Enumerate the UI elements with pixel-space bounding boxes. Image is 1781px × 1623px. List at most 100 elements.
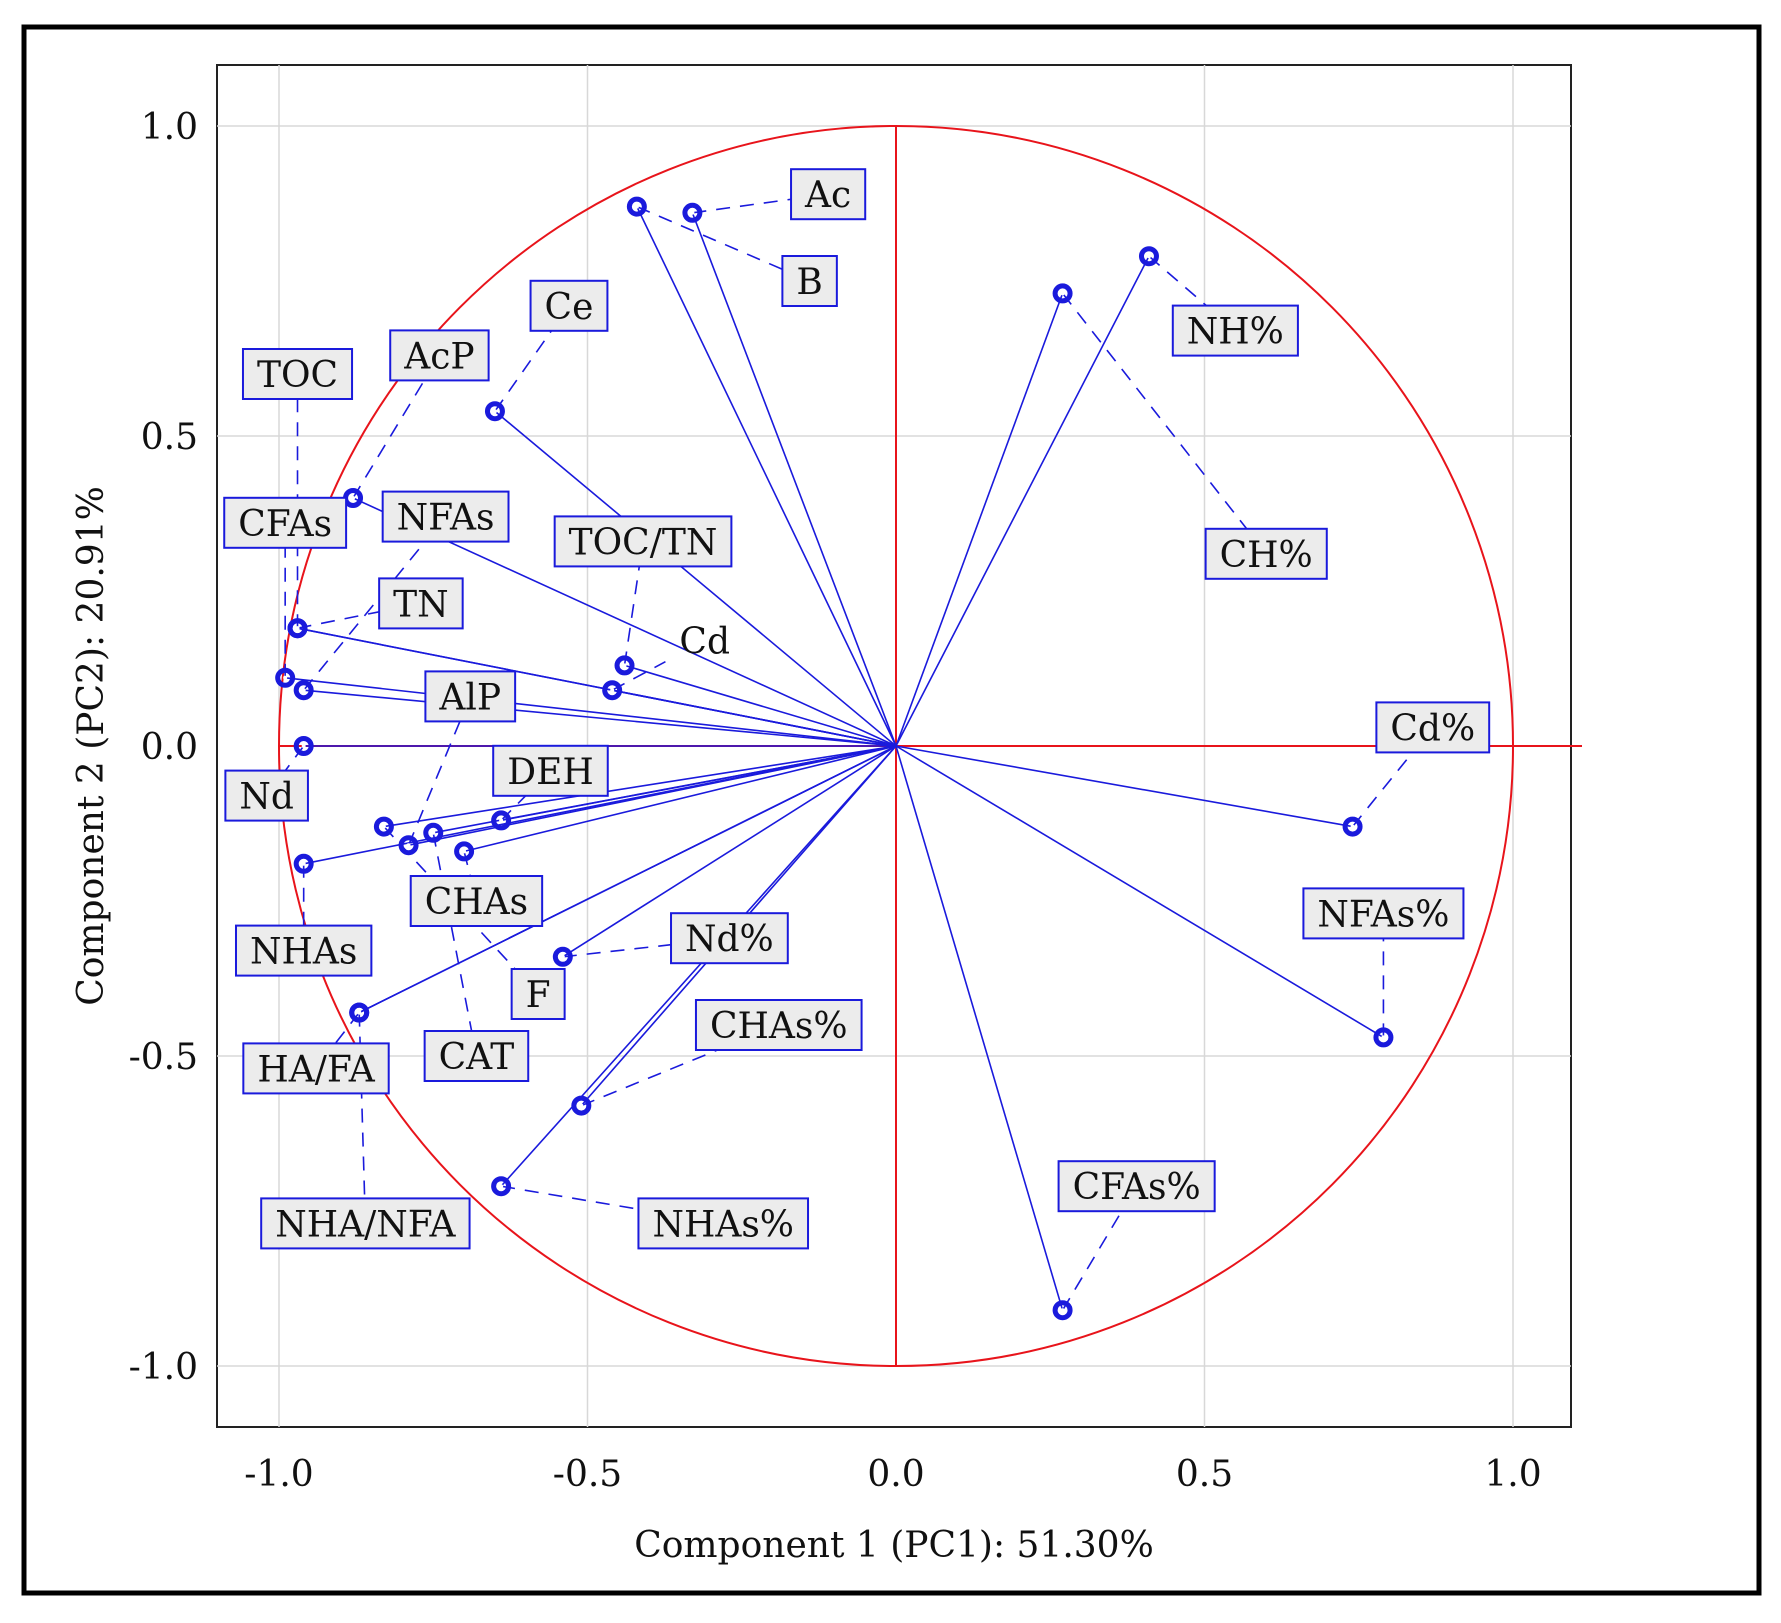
loading-point-center-nha-nfa (357, 1010, 362, 1015)
loading-point-chas (454, 841, 475, 862)
loading-point-center-nhas-pct (499, 1184, 504, 1189)
label-box-cat (423, 1030, 530, 1082)
label-box-nfas (381, 490, 510, 543)
loading-point-f (373, 816, 394, 837)
loading-vector-nfas (303, 689, 897, 747)
label-box-deh (492, 744, 609, 797)
loading-point-center-alp (406, 843, 411, 848)
label-box-cd-pct (1375, 701, 1491, 754)
loading-vector-ac (691, 212, 897, 747)
x-tick-label: 1.0 (1484, 1454, 1541, 1495)
loading-point-nhas (293, 853, 314, 874)
x-tick-label: -1.0 (244, 1454, 313, 1495)
variable-label-nfas: NFAs (397, 498, 495, 539)
tick-labels: -1.0 -0.5 0.0 0.5 1.0 -1.0 -0.5 0.0 0.5 1.0 (129, 107, 1542, 1495)
variable-label-cd-pct: Cd% (1390, 708, 1475, 749)
variable-label-chas: CHAs (425, 882, 528, 923)
leader-line-cat (432, 832, 473, 1032)
y-tick-label: -1.0 (129, 1347, 198, 1388)
unit-circle (278, 125, 1514, 1367)
loading-vector-chas (463, 745, 897, 853)
loading-vector-cd (612, 689, 897, 747)
variable-label-cfas-pct: CFAs% (1073, 1167, 1201, 1208)
label-box-nd-pct (670, 912, 789, 965)
loading-vectors (285, 206, 1384, 1311)
loading-point-nd-pct (552, 946, 573, 967)
label-box-alp (424, 670, 517, 723)
leader-line-ce (494, 330, 553, 412)
variable-label-f: F (526, 975, 551, 1016)
variable-label-cat: CAT (439, 1037, 515, 1078)
label-box-toc-tn (553, 515, 733, 568)
loading-point-center-cfas (283, 675, 288, 680)
label-box-nhas-pct (637, 1197, 810, 1250)
variable-label-tn: TN (393, 584, 449, 625)
variable-label-acp: AcP (403, 336, 474, 377)
loading-vector-nd-pct (562, 745, 897, 958)
loading-vector-ch-pct (895, 293, 1064, 747)
label-box-chas-pct (694, 999, 863, 1051)
loading-point-center-nd (301, 744, 306, 748)
leader-line-b (636, 205, 783, 271)
leader-line-cfas-pct (1061, 1210, 1123, 1311)
variable-label-nha-nfa: NHA/NFA (275, 1204, 456, 1245)
label-box-toc (241, 348, 354, 400)
loading-point-alp (398, 835, 419, 856)
loading-vector-cd-pct (895, 745, 1353, 828)
y-tick-label: 1.0 (141, 107, 198, 148)
loading-point-cd-pct (1342, 816, 1363, 837)
loading-vector-cfas-pct (895, 745, 1064, 1311)
loading-point-chas-pct (571, 1095, 592, 1116)
label-box-nh-pct (1171, 304, 1299, 357)
leader-line-tn (297, 611, 380, 629)
label-box-b (781, 255, 838, 307)
loading-point-b (626, 196, 647, 217)
loading-vector-b (636, 206, 897, 747)
x-tick-label: -0.5 (553, 1454, 622, 1495)
loading-point-nha-nfa (349, 1002, 370, 1023)
loading-point-center-cfas-pct (1060, 1308, 1065, 1313)
leader-line-chas-pct (581, 1049, 718, 1107)
x-tick-label: 0.0 (867, 1454, 924, 1495)
label-box-nha-nfa (260, 1197, 471, 1250)
loading-point-center-f (381, 824, 386, 829)
loading-point-center-deh (499, 818, 504, 823)
loading-point-center-nd-pct (560, 954, 565, 959)
loading-point-center-nhas (301, 861, 306, 866)
variable-label-cfas: CFAs (238, 504, 332, 545)
leader-line-ch-pct (1061, 292, 1248, 530)
loading-vector-nfas-pct (895, 745, 1384, 1039)
label-box-chas (409, 875, 544, 927)
loading-point-ce (484, 401, 505, 422)
y-tick-label: 0.5 (141, 417, 198, 458)
loading-point-center-ch-pct (1060, 291, 1065, 296)
loading-point-center-ce (492, 409, 497, 414)
loading-point-center-nh-pct (1146, 254, 1151, 259)
loading-point-center-tn (295, 626, 300, 631)
leader-line-chas (463, 851, 471, 877)
loading-vector-ce (494, 410, 897, 747)
y-tick-label: -0.5 (129, 1037, 198, 1078)
loading-point-center-cat (431, 830, 436, 835)
label-box-cfas-pct (1057, 1160, 1216, 1213)
loading-point-center-cd-pct (1350, 824, 1355, 829)
label-box-ac (790, 168, 867, 221)
loading-vector-nh-pct (895, 255, 1150, 747)
loading-point-nfas (293, 680, 314, 701)
loading-point-ac (682, 202, 703, 223)
label-box-nfas-pct (1302, 887, 1465, 940)
x-axis-title: Component 1 (PC1): 51.30% (634, 1525, 1154, 1566)
label-box-nhas (234, 924, 373, 977)
loading-points (275, 196, 1394, 1321)
loading-point-nfas-pct (1373, 1027, 1394, 1048)
variable-label-nh-pct: NH% (1187, 312, 1284, 353)
variable-label-alp: AlP (438, 677, 501, 718)
leader-line-nh-pct (1148, 255, 1207, 307)
variable-label-ha-fa: HA/FA (257, 1049, 375, 1090)
variable-label-cd: Cd (679, 622, 730, 663)
loading-point-cfas (275, 667, 296, 688)
variable-label-deh: DEH (507, 752, 594, 793)
leader-line-cd (611, 660, 666, 691)
x-tick-label: 0.5 (1176, 1454, 1233, 1495)
